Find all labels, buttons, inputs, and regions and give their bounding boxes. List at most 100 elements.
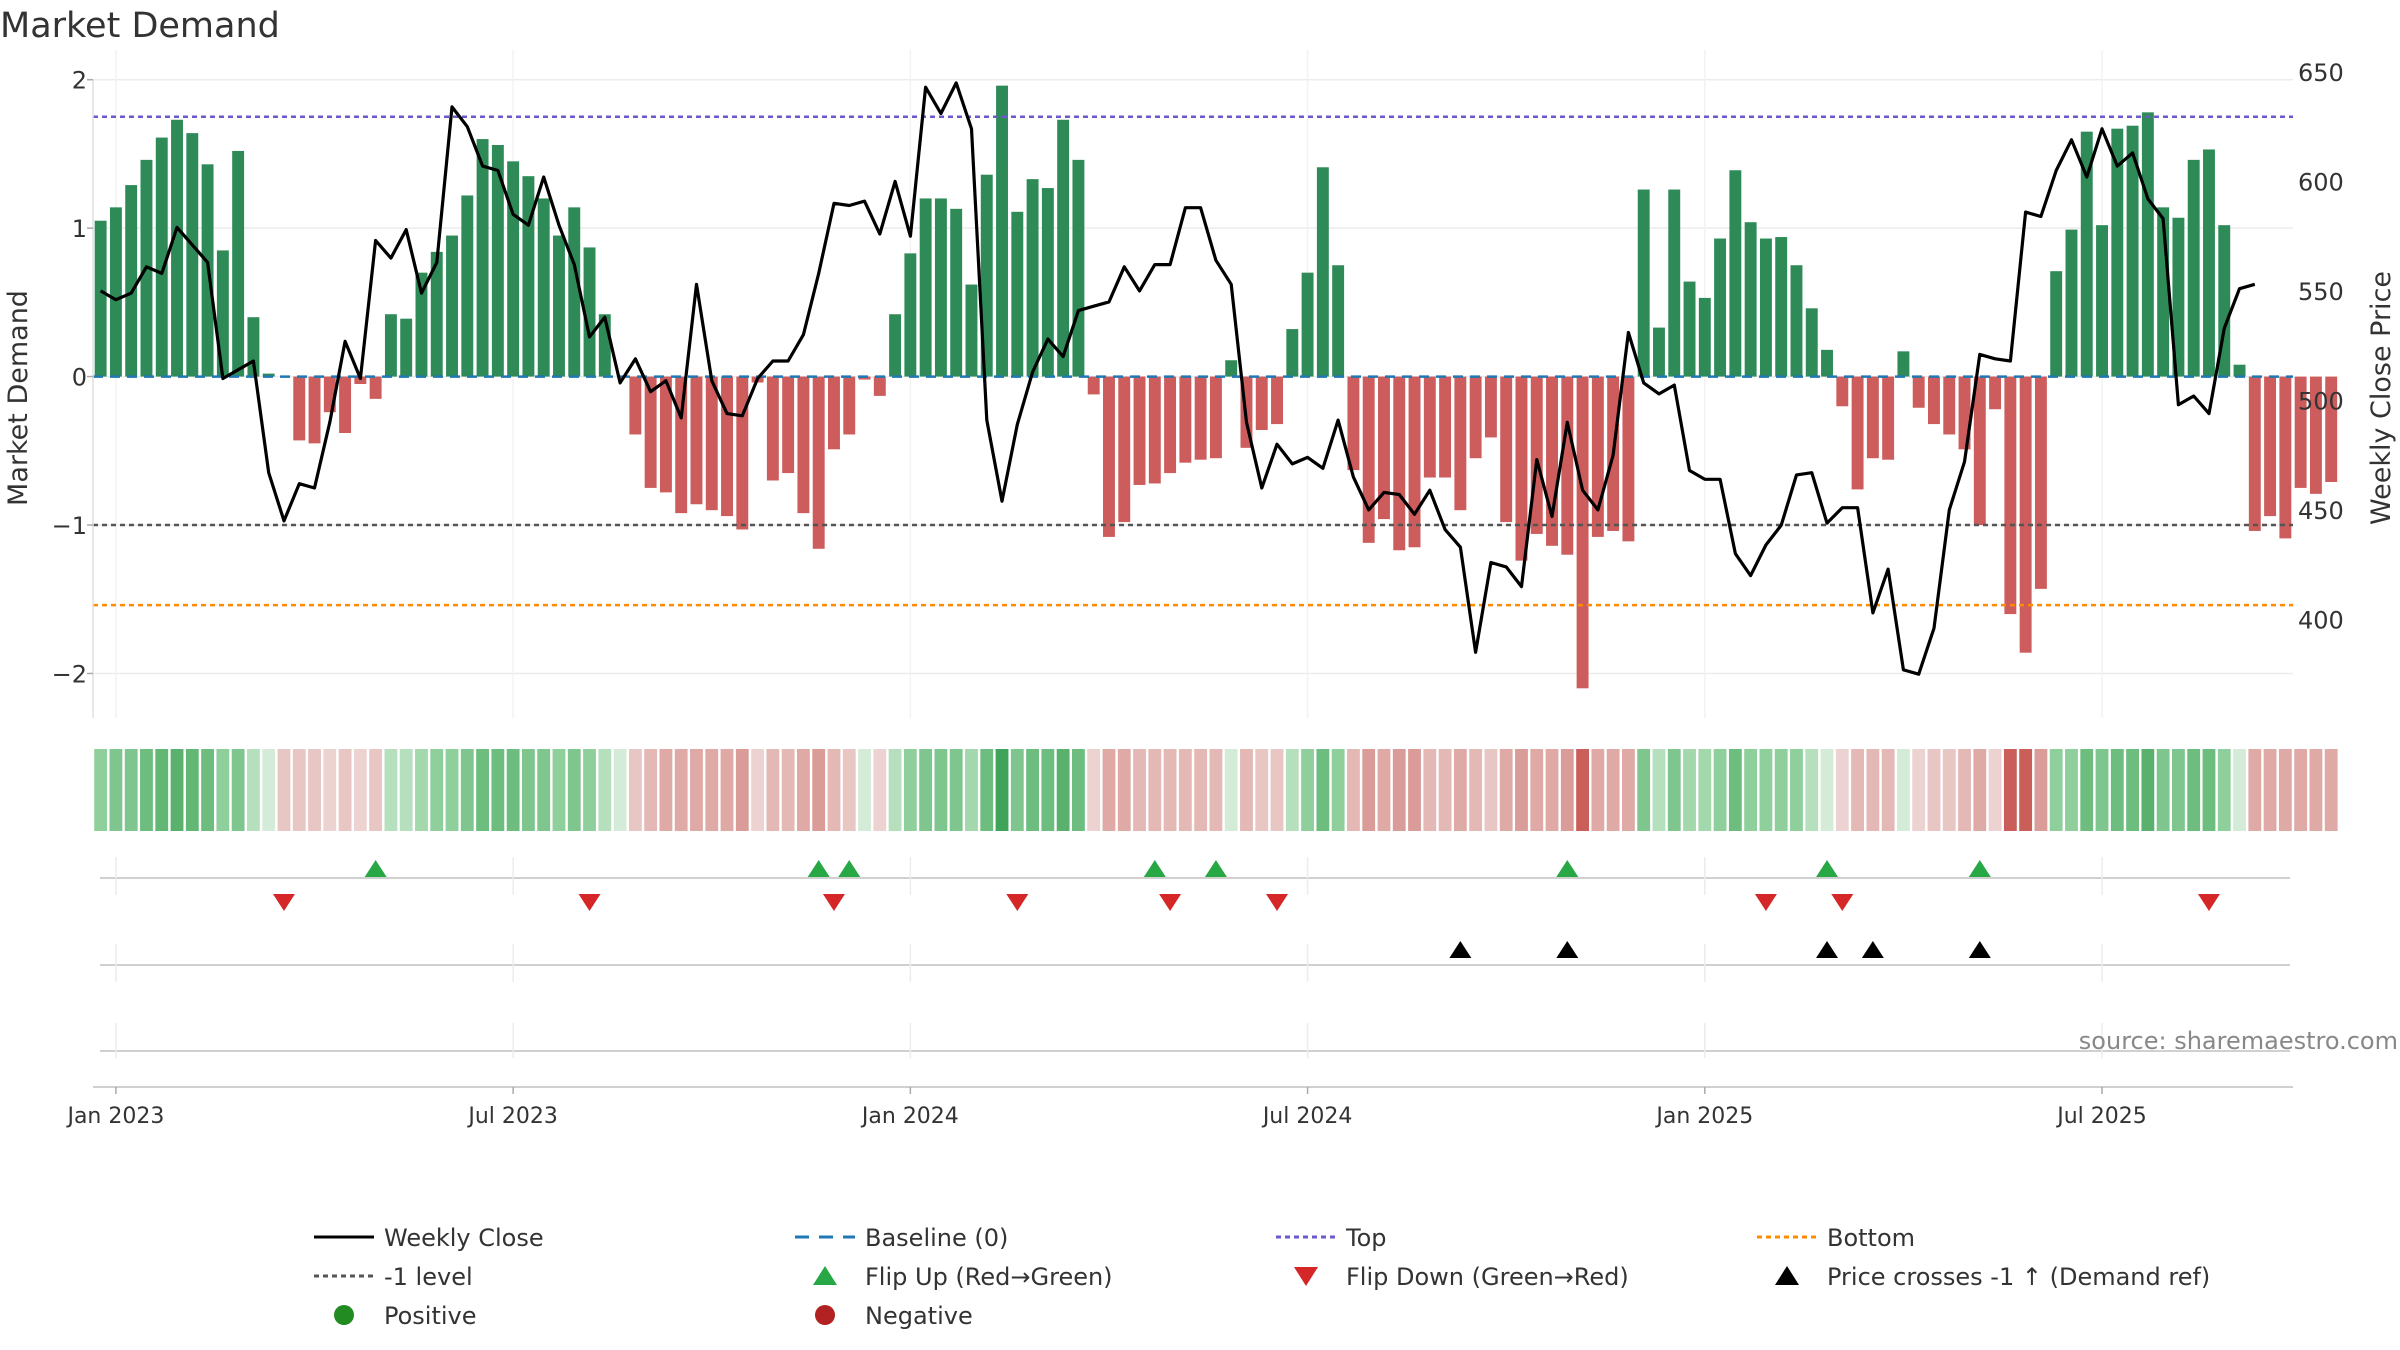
strip-cell — [262, 749, 276, 831]
strip-cell — [2263, 749, 2277, 831]
price-cross-marker — [1968, 941, 1991, 958]
strip-cell — [216, 749, 230, 831]
strip-cell — [506, 749, 520, 831]
bar-positive — [2203, 149, 2215, 377]
bar-negative — [1209, 376, 1222, 459]
bar-positive — [216, 250, 229, 377]
legend-swatch — [1294, 1267, 1318, 1286]
bar-negative — [1958, 376, 1971, 450]
strip-cell — [1209, 749, 1223, 831]
bar-negative — [1179, 376, 1192, 463]
strip-cell — [1560, 749, 1574, 831]
strip-cell — [735, 749, 749, 831]
bar-positive — [476, 139, 489, 377]
bar-negative — [1912, 376, 1925, 408]
strip-cell — [1820, 749, 1834, 831]
bar-positive — [186, 133, 199, 377]
bar-negative — [675, 376, 688, 514]
strip-cell — [1545, 749, 1559, 831]
strip-cell — [2126, 749, 2139, 831]
y-tick-left-label: −2 — [52, 660, 87, 688]
bar-negative — [1515, 376, 1528, 561]
y-tick-right-label: 600 — [2298, 168, 2344, 196]
strip-cell — [1392, 749, 1406, 831]
bar-negative — [659, 376, 672, 493]
legend-swatch — [815, 1305, 835, 1325]
bar-negative — [812, 376, 825, 549]
strip-cell — [537, 749, 551, 831]
legend-label: Top — [1345, 1224, 1387, 1252]
bar-negative — [1576, 376, 1589, 689]
bar-positive — [247, 317, 260, 377]
strip-cell — [934, 749, 948, 831]
strip-cell — [1606, 749, 1620, 831]
bar-positive — [2157, 207, 2170, 377]
bar-positive — [1041, 188, 1054, 377]
strip-cell — [751, 749, 764, 831]
strip-cell — [231, 749, 245, 831]
bar-negative — [1943, 376, 1956, 435]
bar-positive — [537, 198, 550, 377]
strip-cell — [628, 749, 642, 831]
bar-positive — [2141, 112, 2154, 377]
strip-cell — [1713, 749, 1727, 831]
bar-positive — [522, 176, 535, 377]
strip-cell — [308, 749, 321, 831]
strip-cell — [2156, 749, 2170, 831]
strip-cell — [323, 749, 337, 831]
bar-positive — [2218, 225, 2231, 377]
bar-negative — [2325, 376, 2338, 482]
strip-cell — [1423, 749, 1437, 831]
bar-negative — [797, 376, 810, 514]
strip-cell — [1484, 749, 1498, 831]
bar-negative — [1393, 376, 1406, 551]
bar-positive — [1668, 189, 1681, 377]
strip-cell — [1377, 749, 1391, 831]
strip-cell — [949, 749, 963, 831]
bar-positive — [2126, 125, 2139, 377]
bar-negative — [644, 376, 657, 488]
source-note: source: sharemaestro.com — [2079, 1027, 2398, 1055]
bar-negative — [1255, 376, 1268, 431]
bar-positive — [1301, 272, 1314, 377]
strip-cell — [2034, 749, 2048, 831]
strip-cell — [2278, 749, 2292, 831]
bar-positive — [232, 150, 245, 377]
strip-cell — [109, 749, 123, 831]
bar-negative — [736, 376, 749, 530]
strip-cell — [2065, 749, 2078, 831]
bar-negative — [1347, 376, 1360, 471]
bar-positive — [1332, 265, 1345, 377]
bar-positive — [1698, 297, 1711, 377]
strip-cell — [842, 749, 856, 831]
strip-cell — [1652, 749, 1666, 831]
strip-cell — [2217, 749, 2231, 831]
strip-cell — [2324, 749, 2338, 831]
weekly-close-line — [99, 81, 2256, 676]
bar-negative — [1882, 376, 1895, 460]
bar-negative — [293, 376, 306, 441]
bar-positive — [950, 208, 963, 377]
strip-cell — [1102, 749, 1116, 831]
strip-cell — [140, 749, 153, 831]
bar-positive — [2050, 271, 2063, 377]
flip-down-marker — [578, 894, 601, 911]
bar-negative — [1851, 376, 1864, 490]
strip-cell — [1026, 749, 1039, 831]
flip-up-marker — [1556, 860, 1579, 877]
strip-cell — [2248, 749, 2262, 831]
bar-negative — [339, 376, 352, 433]
strip-cell — [1240, 749, 1253, 831]
strip-cell — [1087, 749, 1101, 831]
bar-negative — [1973, 376, 1986, 526]
y-axis-left-label: Market Demand — [3, 290, 34, 506]
strip-cell — [445, 749, 459, 831]
bar-positive — [384, 314, 397, 377]
strip-cell — [1988, 749, 2002, 831]
strip-cell — [1942, 749, 1956, 831]
strip-cell — [1790, 749, 1803, 831]
bar-positive — [109, 207, 122, 377]
bar-positive — [2096, 225, 2108, 377]
bar-positive — [965, 284, 978, 377]
